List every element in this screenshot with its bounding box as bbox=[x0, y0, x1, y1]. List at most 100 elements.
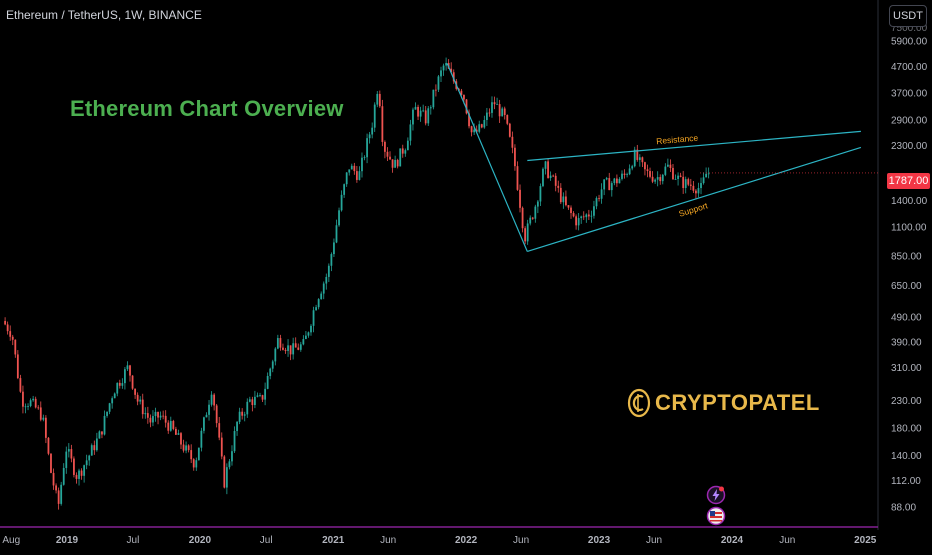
us-flag-event-icon[interactable] bbox=[706, 506, 726, 526]
candle-body bbox=[312, 310, 315, 326]
candle-body bbox=[450, 68, 453, 73]
candle-body bbox=[603, 179, 606, 190]
candle-body bbox=[141, 399, 144, 415]
candle-body bbox=[460, 90, 463, 95]
candle-body bbox=[50, 453, 52, 473]
candle-body bbox=[16, 354, 19, 379]
candle-body bbox=[353, 165, 356, 172]
candle-body bbox=[366, 138, 368, 158]
candle-body bbox=[315, 307, 317, 311]
candle-body bbox=[695, 190, 697, 194]
candle-body bbox=[169, 420, 172, 431]
candle-body bbox=[210, 394, 213, 405]
candle-body bbox=[674, 178, 677, 180]
time-tick-label: Jun bbox=[380, 535, 396, 546]
candle-body bbox=[208, 404, 210, 415]
candle-body bbox=[697, 188, 700, 194]
candle-body bbox=[371, 127, 374, 135]
candle-body bbox=[595, 198, 598, 207]
candle-body bbox=[340, 194, 343, 211]
candle-body bbox=[524, 228, 527, 242]
time-tick-label: 2024 bbox=[721, 535, 744, 546]
candle-body bbox=[570, 207, 572, 214]
candle-body bbox=[106, 411, 108, 416]
candle-body bbox=[195, 460, 198, 468]
candle-body bbox=[67, 449, 70, 452]
candle-body bbox=[279, 338, 282, 348]
candle-body bbox=[473, 129, 476, 133]
candle-body bbox=[437, 76, 440, 90]
candle-body bbox=[271, 361, 274, 369]
candle-body bbox=[631, 166, 634, 169]
candle-body bbox=[424, 110, 427, 124]
candle-body bbox=[42, 417, 45, 420]
candle-body bbox=[689, 184, 692, 186]
price-axis: 5900.00 4700.00 3700.00 2900.00 2300.00 1400.… bbox=[700, 0, 928, 530]
candle-body bbox=[343, 184, 346, 195]
price-tick-label: 310.00 bbox=[891, 363, 922, 374]
candle-body bbox=[536, 201, 539, 207]
candle-body bbox=[75, 474, 78, 479]
candle-body bbox=[348, 169, 351, 173]
candle-body bbox=[414, 106, 417, 110]
candle-body bbox=[600, 189, 603, 199]
candle-body bbox=[702, 177, 705, 184]
candle-body bbox=[654, 179, 657, 182]
candle-body bbox=[220, 437, 223, 457]
candle-body bbox=[516, 166, 519, 190]
candle-body bbox=[463, 94, 465, 100]
candle-body bbox=[22, 391, 24, 407]
candle-body bbox=[531, 217, 534, 219]
candle-body bbox=[144, 413, 147, 415]
candle-body bbox=[146, 413, 149, 418]
candle-body bbox=[707, 173, 710, 175]
candle-body bbox=[24, 406, 27, 408]
chart-overlay-title: Ethereum Chart Overview bbox=[70, 96, 344, 121]
price-tick-label: 3700.00 bbox=[891, 88, 928, 99]
candle-body bbox=[378, 93, 381, 107]
candle-body bbox=[330, 254, 333, 266]
candle-body bbox=[381, 106, 384, 142]
candle-body bbox=[679, 175, 682, 177]
candle-body bbox=[608, 178, 611, 191]
candle-body bbox=[200, 430, 203, 448]
candle-body bbox=[549, 175, 552, 178]
candle-body bbox=[493, 102, 496, 105]
candle-body bbox=[101, 431, 103, 435]
price-tick-label: 180.00 bbox=[891, 423, 922, 434]
candle-body bbox=[384, 141, 386, 152]
candle-body bbox=[572, 213, 575, 217]
time-tick-label: 2025 bbox=[854, 535, 877, 546]
candle-body bbox=[687, 179, 690, 185]
candle-body bbox=[361, 157, 363, 172]
crypto-c-coin-icon bbox=[627, 388, 651, 418]
candle-body bbox=[394, 159, 397, 168]
candle-body bbox=[325, 276, 328, 284]
time-tick-label: 2020 bbox=[189, 535, 212, 546]
candle-body bbox=[623, 173, 626, 175]
candle-body bbox=[83, 465, 86, 476]
candle-body bbox=[322, 283, 325, 294]
time-tick-label: Aug bbox=[2, 535, 20, 546]
candle-body bbox=[552, 175, 555, 177]
price-tick-label: 490.00 bbox=[891, 312, 922, 323]
candle-body bbox=[656, 177, 659, 180]
candle-body bbox=[174, 428, 177, 435]
candle-body bbox=[136, 394, 139, 402]
candle-body bbox=[638, 157, 641, 160]
candle-body bbox=[282, 347, 284, 350]
candle-body bbox=[580, 216, 583, 219]
symbol-title[interactable]: Ethereum / TetherUS, 1W, BINANCE bbox=[6, 8, 202, 22]
candle-body bbox=[514, 147, 516, 167]
candle-body bbox=[215, 405, 218, 424]
candle-body bbox=[111, 398, 114, 404]
candle-body bbox=[480, 124, 483, 128]
lightning-event-icon[interactable] bbox=[706, 485, 726, 505]
currency-button[interactable]: USDT bbox=[889, 5, 927, 27]
candle-body bbox=[317, 299, 320, 308]
candle-body bbox=[73, 458, 75, 475]
candle-body bbox=[432, 89, 435, 108]
candle-body bbox=[164, 415, 167, 423]
